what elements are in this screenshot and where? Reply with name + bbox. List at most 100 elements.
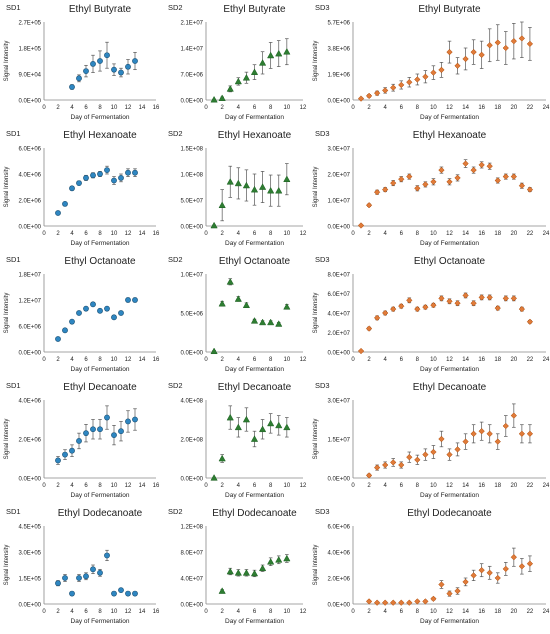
- x-tick-label: 22: [527, 105, 534, 111]
- data-point: [486, 569, 493, 576]
- data-point: [234, 295, 242, 302]
- x-tick-label: 22: [527, 357, 534, 363]
- x-tick-label: 16: [478, 609, 485, 615]
- y-tick-label: 6.0E+06: [18, 147, 41, 153]
- data-point: [470, 572, 477, 579]
- series-id-label: SD3: [315, 507, 330, 516]
- data-point: [210, 95, 218, 103]
- data-point: [267, 558, 275, 565]
- x-tick-label: 2: [56, 105, 60, 111]
- chart-svg: SD2 Ethyl Decanoate 0.0E+00 2.0E+08 4.0E+08 0…: [168, 381, 307, 499]
- data-point: [242, 569, 251, 576]
- chart-svg: SD3 Ethyl Butyrate 0.0E+00 1.9E+06 3.8E+06 5.…: [313, 3, 550, 121]
- panel-title: Ethyl Butyrate: [223, 4, 286, 15]
- x-tick-label: 14: [462, 231, 469, 237]
- data-point: [69, 590, 75, 597]
- x-tick-label: 2: [367, 609, 371, 615]
- data-point: [275, 556, 283, 563]
- x-tick-label: 8: [269, 609, 273, 615]
- chart-panel: SD1 Ethyl Hexanoate 0.0E+00 2.0E+06 4.0E+06 6…: [0, 126, 160, 251]
- x-tick-label: 4: [383, 483, 387, 489]
- y-axis-title: Signal Intensity: [4, 41, 10, 82]
- x-axis-title: Day of Fermentation: [420, 366, 479, 373]
- x-tick-label: 10: [283, 483, 290, 489]
- x-tick-label: 0: [204, 357, 208, 363]
- data-point: [118, 69, 124, 76]
- x-tick-label: 8: [98, 231, 102, 237]
- chart-panel: SD2 Ethyl Octanoate 0.0E+00 5.0E+06 1.0E+07 0…: [162, 252, 307, 377]
- x-tick-label: 2: [220, 483, 224, 489]
- x-tick-label: 4: [383, 231, 387, 237]
- x-tick-label: 14: [462, 357, 469, 363]
- x-axis-title: Day of Fermentation: [71, 492, 130, 499]
- data-point: [275, 320, 283, 327]
- y-tick-label: 4.0E+06: [327, 551, 350, 557]
- panel-title: Ethyl Decanoate: [413, 382, 487, 393]
- y-tick-label: 4.0E+06: [18, 399, 41, 405]
- x-tick-label: 4: [237, 231, 241, 237]
- x-tick-label: 6: [253, 357, 257, 363]
- x-tick-label: 14: [139, 483, 146, 489]
- data-point: [406, 173, 413, 180]
- data-point: [373, 464, 381, 471]
- data-point: [430, 178, 437, 185]
- x-axis-title: Day of Fermentation: [225, 618, 284, 625]
- data-point: [250, 317, 259, 324]
- x-tick-label: 4: [237, 357, 241, 363]
- data-point: [250, 68, 259, 75]
- x-tick-label: 20: [510, 609, 517, 615]
- x-axis-title: Day of Fermentation: [71, 240, 130, 247]
- data-point: [414, 76, 421, 83]
- panel-title: Ethyl Decanoate: [63, 382, 137, 393]
- y-tick-label: 2.0E+07: [327, 331, 350, 337]
- data-point: [218, 454, 226, 462]
- chart-panel: SD2 Ethyl Hexanoate 0.0E+00 5.0E+07 1.0E+08 1…: [162, 126, 307, 251]
- x-tick-label: 4: [70, 609, 74, 615]
- data-point: [382, 599, 389, 606]
- x-tick-label: 2: [56, 483, 60, 489]
- data-point: [486, 42, 493, 49]
- data-point: [390, 179, 397, 187]
- data-point: [414, 185, 421, 192]
- data-point: [132, 297, 138, 303]
- data-point: [250, 185, 259, 193]
- x-tick-label: 16: [478, 357, 485, 363]
- x-tick-label: 10: [111, 105, 118, 111]
- data-point: [486, 163, 493, 170]
- x-tick-label: 16: [478, 231, 485, 237]
- data-point: [446, 178, 453, 185]
- chart-svg: SD1 Ethyl Hexanoate 0.0E+00 2.0E+06 4.0E+06 6…: [4, 129, 160, 247]
- data-point: [430, 448, 437, 456]
- data-point: [502, 565, 509, 573]
- chart-panel: SD1 Ethyl Decanoate 0.0E+00 2.0E+06 4.0E+06 0…: [0, 378, 160, 503]
- x-tick-label: 18: [494, 105, 501, 111]
- data-point: [502, 422, 509, 430]
- panel-title: Ethyl Dodecanoate: [58, 508, 143, 519]
- data-point: [69, 185, 75, 192]
- x-tick-label: 6: [84, 105, 88, 111]
- x-tick-label: 12: [446, 231, 453, 237]
- data-point: [478, 567, 485, 574]
- data-point: [275, 49, 283, 57]
- x-tick-label: 8: [416, 231, 420, 237]
- y-tick-label: 7.0E+06: [180, 73, 203, 79]
- x-tick-label: 12: [125, 105, 132, 111]
- chart-svg: SD2 Ethyl Octanoate 0.0E+00 5.0E+06 1.0E+07 0…: [168, 255, 307, 373]
- data-point: [526, 430, 534, 437]
- data-point: [226, 567, 234, 575]
- data-point: [406, 454, 413, 461]
- x-tick-label: 6: [253, 483, 257, 489]
- x-tick-label: 8: [269, 483, 273, 489]
- data-point: [104, 414, 110, 421]
- x-tick-label: 0: [42, 609, 46, 615]
- y-tick-label: 1.2E+07: [18, 299, 41, 305]
- chart-svg: SD1 Ethyl Butyrate 0.0E+00 9.0E+04 1.8E+05 2.…: [4, 3, 160, 121]
- x-tick-label: 12: [300, 231, 307, 237]
- data-point: [125, 169, 131, 176]
- data-point: [90, 60, 96, 67]
- x-tick-label: 20: [510, 231, 517, 237]
- x-tick-label: 10: [283, 231, 290, 237]
- chart-svg: SD3 Ethyl Hexanoate 0.0E+00 1.0E+07 2.0E+07 3…: [313, 129, 550, 247]
- data-point: [55, 336, 61, 342]
- chart-svg: SD2 Ethyl Dodecanoate 0.0E+00 4.0E+07 8.0E+0…: [168, 507, 307, 625]
